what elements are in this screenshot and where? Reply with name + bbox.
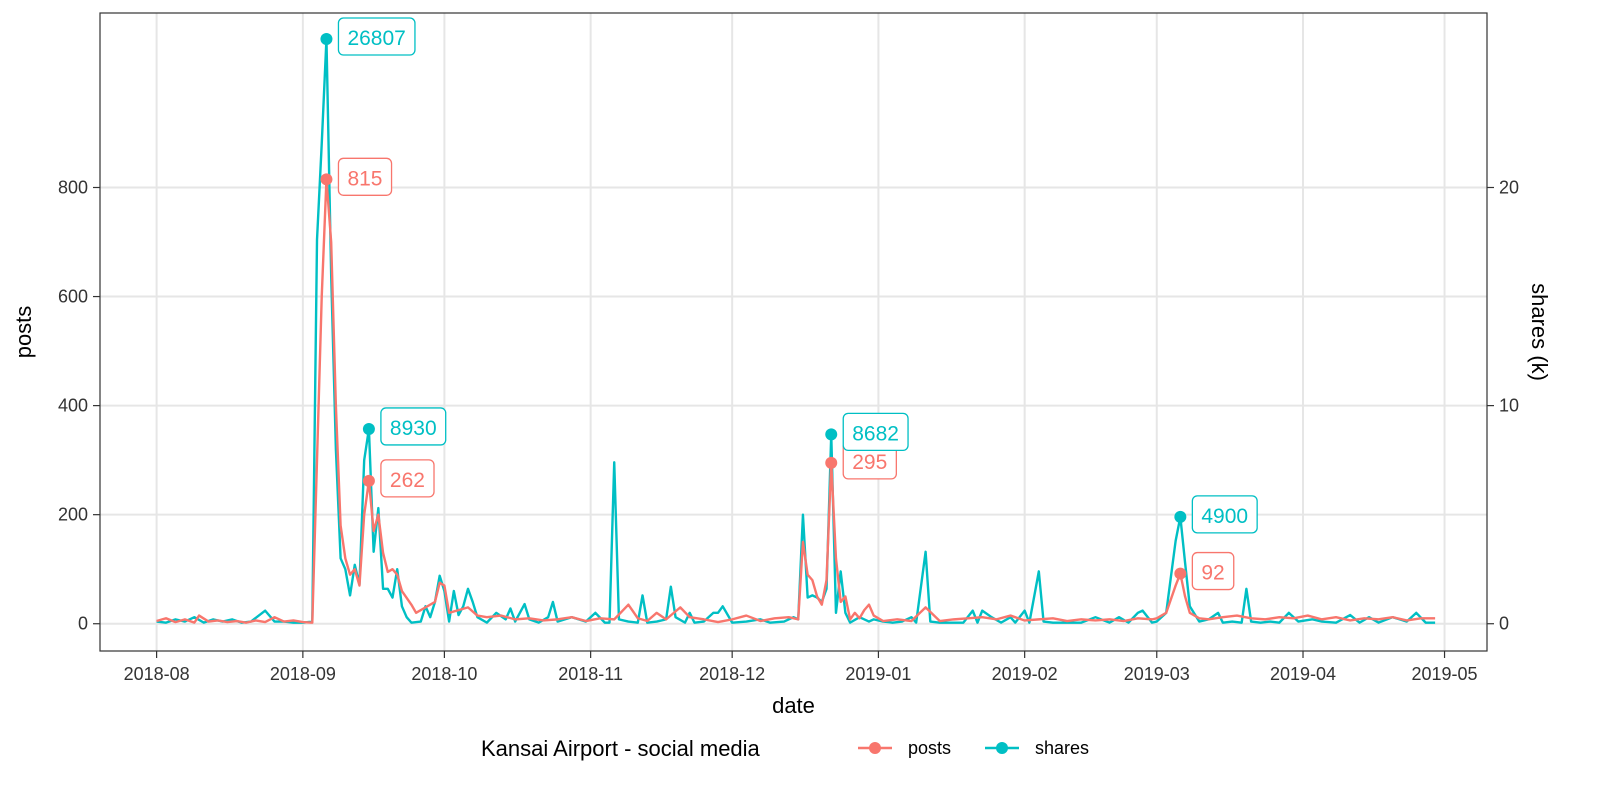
series-layer (156, 37, 1436, 624)
x-tick-label: 2019-04 (1270, 664, 1336, 684)
y-tick-label-left: 0 (78, 614, 88, 634)
x-tick-label: 2019-01 (845, 664, 911, 684)
posts-peak-label-box (380, 459, 435, 498)
x-axis-title: date (772, 693, 815, 718)
y-tick-label-right: 10 (1499, 396, 1519, 416)
axes: 2018-08 2018-09 2018-10 2018-11 2018-12 2019-… (58, 177, 1519, 684)
y-tick-label-right: 20 (1499, 177, 1519, 197)
posts-peak-label: 295 (842, 441, 897, 480)
shares-legend-point (996, 742, 1008, 754)
shares-peak-label-text: 8930 (390, 417, 437, 440)
y-tick-label-left: 200 (58, 505, 88, 525)
posts-peak-point (362, 474, 375, 487)
shares-peak-point (1174, 510, 1187, 523)
posts-peak-label-text: 92 (1201, 562, 1224, 585)
x-tick-label: 2019-05 (1412, 664, 1478, 684)
posts-peak-label-text: 295 (852, 451, 887, 474)
shares-peak-point (362, 422, 375, 435)
shares-line (156, 37, 1436, 624)
legend: Kansai Airport - social media posts share… (481, 736, 1089, 761)
posts-legend-point (869, 742, 881, 754)
posts-peak-label-box (337, 157, 393, 196)
posts-peak-label-text: 815 (347, 167, 382, 190)
y-tick-label-right: 0 (1499, 614, 1509, 634)
posts-peak-label: 815 (337, 157, 393, 196)
annotations: 815 262 295 92 26807 8930 8682 4900 (320, 17, 1258, 591)
shares-peak-label: 4900 (1191, 495, 1258, 534)
x-tick-label: 2018-09 (270, 664, 336, 684)
shares-peak-point (825, 428, 838, 441)
shares-peak-label-box (1191, 495, 1258, 534)
x-tick-label: 2019-03 (1124, 664, 1190, 684)
shares-peak-label: 8682 (842, 412, 909, 452)
shares-peak-label-text: 8682 (852, 422, 899, 445)
y-tick-label-left: 600 (58, 287, 88, 307)
posts-line (156, 178, 1436, 624)
legend-title: Kansai Airport - social media (481, 736, 761, 761)
shares-peak-label: 8930 (380, 407, 447, 446)
x-tick-label: 2019-02 (992, 664, 1058, 684)
shares-legend-label: shares (1035, 738, 1089, 758)
y-axis-title-right: shares (k) (1527, 283, 1552, 381)
posts-peak-point (825, 456, 838, 469)
posts-peak-label-box (1191, 551, 1235, 591)
shares-peak-label-text: 26807 (347, 27, 405, 50)
shares-peak-label-box (380, 407, 447, 446)
posts-peak-label-text: 262 (390, 469, 425, 492)
posts-peak-point (1174, 567, 1187, 580)
posts-peak-point (320, 173, 333, 186)
x-tick-label: 2018-10 (411, 664, 477, 684)
x-tick-label: 2018-11 (558, 664, 623, 684)
posts-peak-label: 262 (380, 459, 435, 498)
shares-peak-label-text: 4900 (1201, 505, 1248, 528)
posts-peak-label: 92 (1191, 551, 1235, 591)
panel-border (99, 12, 1488, 652)
y-tick-label-left: 400 (58, 396, 88, 416)
shares-peak-label-box (842, 412, 909, 452)
y-tick-label-left: 800 (58, 177, 88, 197)
x-tick-label: 2018-12 (699, 664, 765, 684)
shares-peak-label-box (337, 17, 416, 56)
shares-peak-label: 26807 (337, 17, 416, 56)
shares-peak-point (320, 33, 333, 46)
x-tick-label: 2018-08 (124, 664, 190, 684)
y-axis-title-left: posts (11, 306, 36, 359)
posts-legend-label: posts (908, 738, 951, 758)
